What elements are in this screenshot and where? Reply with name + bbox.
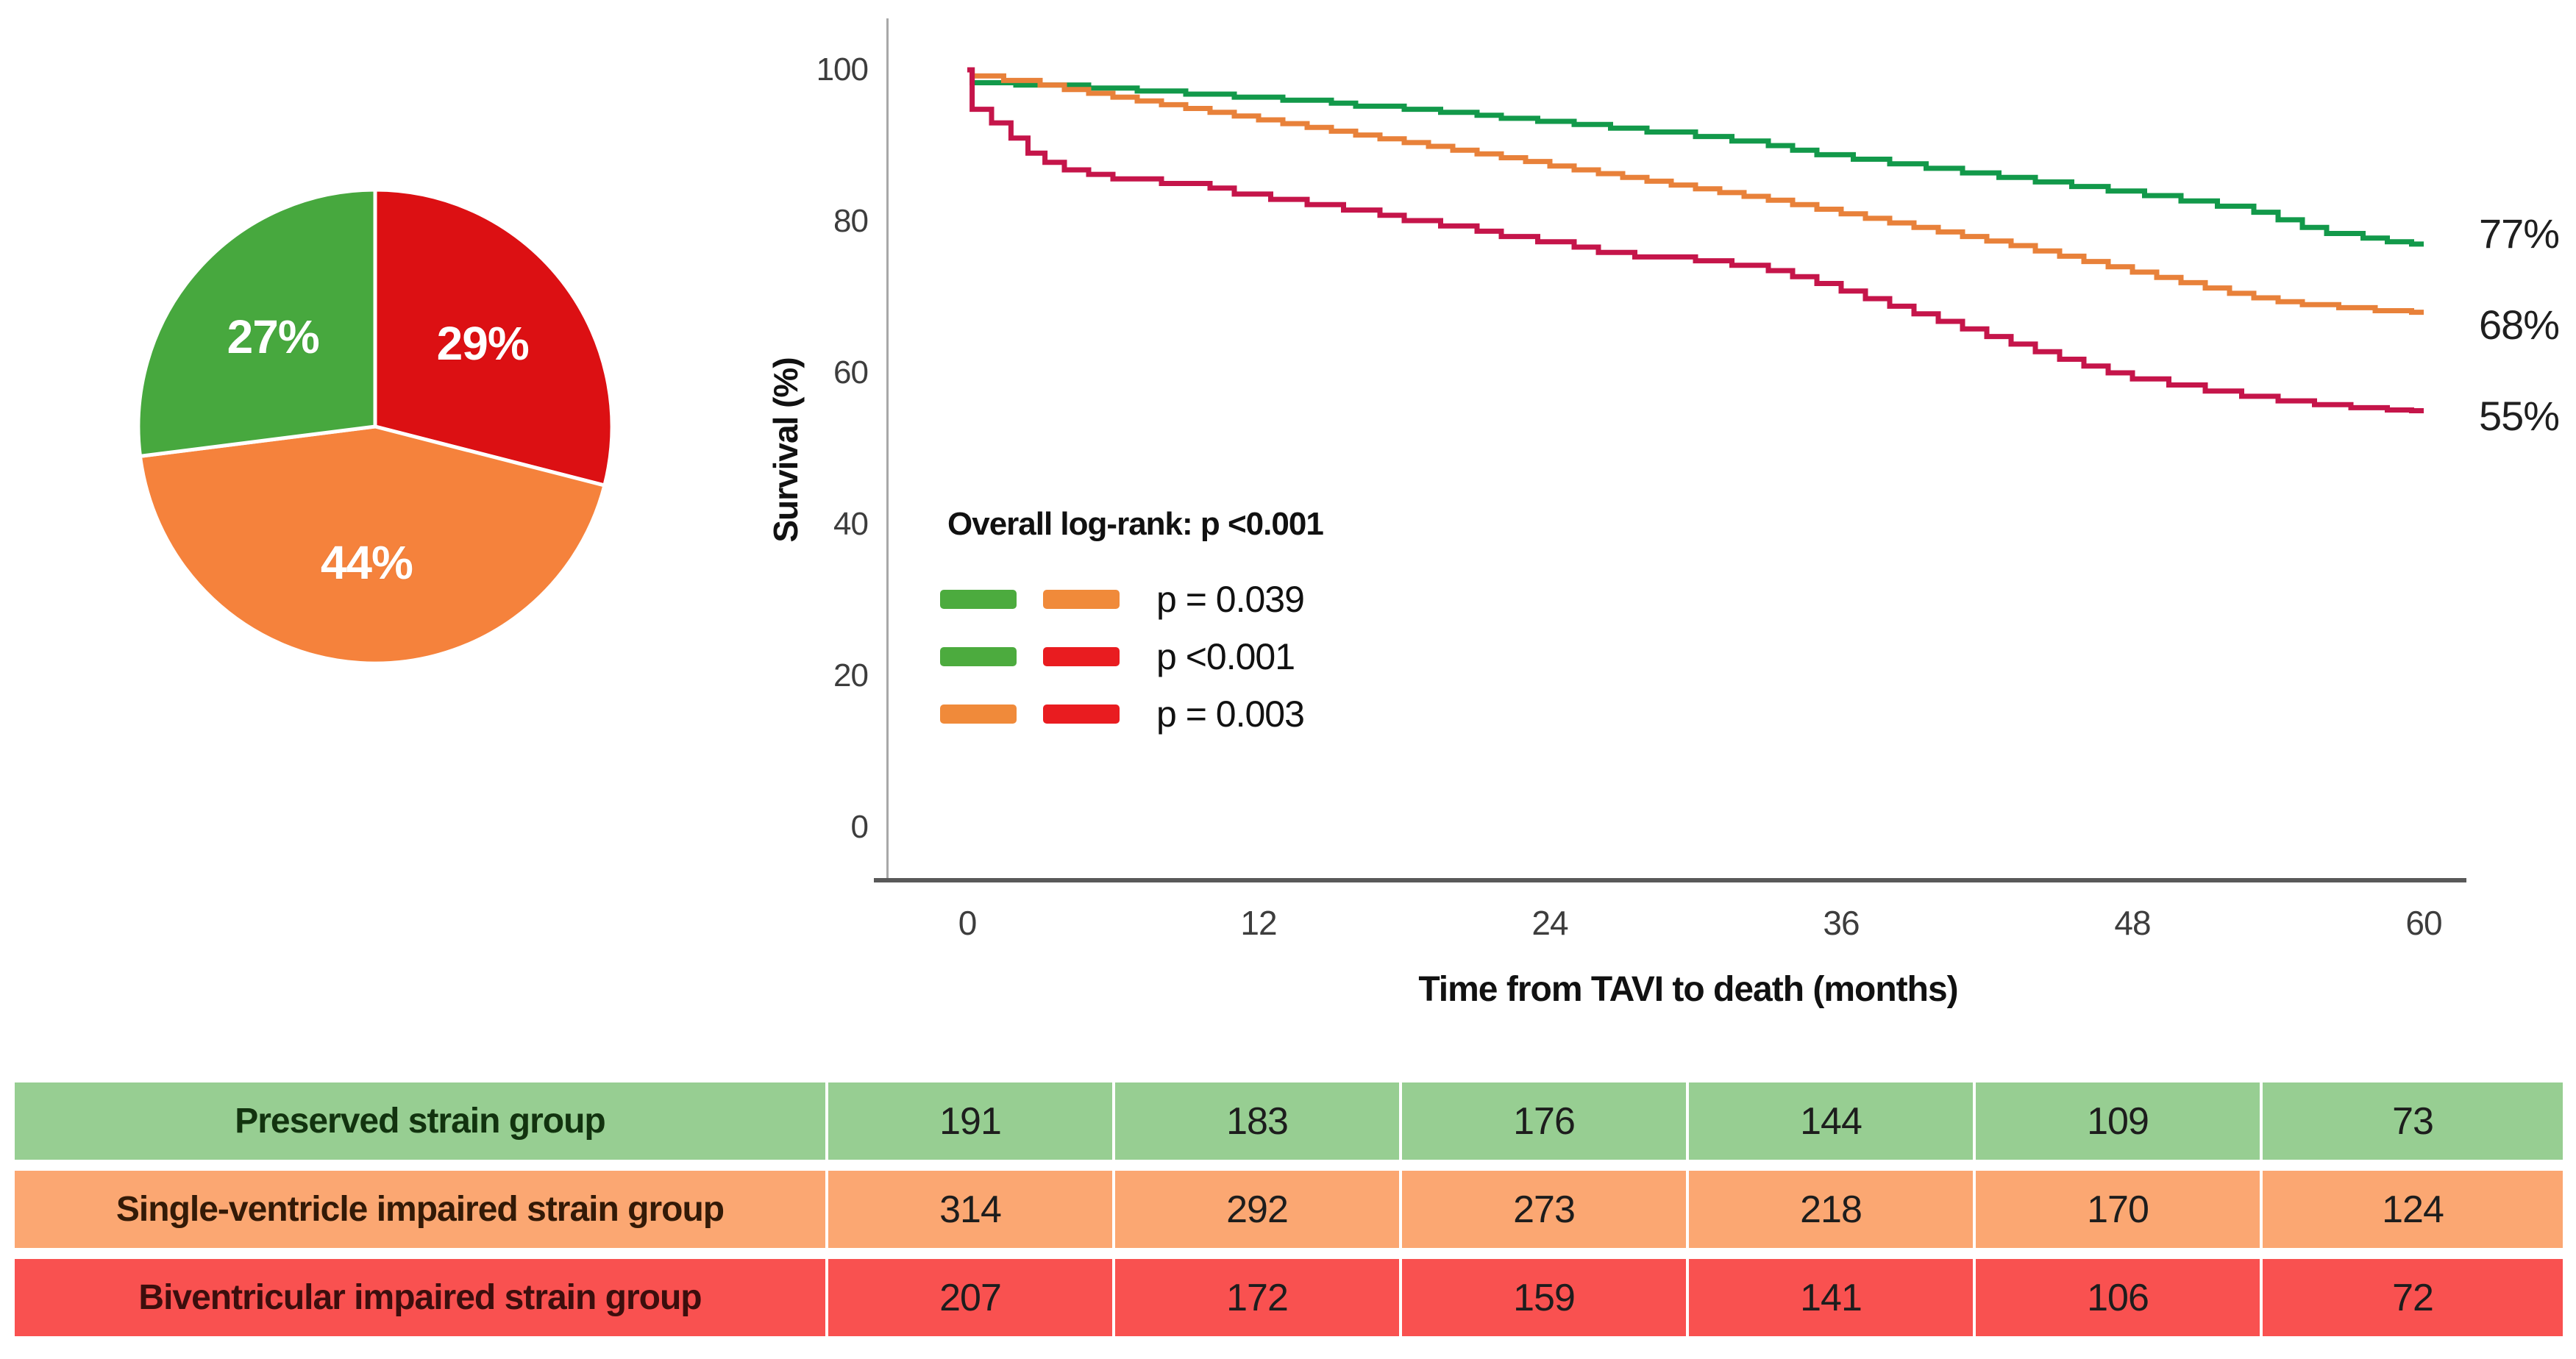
risk-count-cell: 144 <box>1689 1082 1973 1160</box>
risk-table-row: Biventricular impaired strain group 207 17… <box>15 1259 2563 1336</box>
x-tick-label: 48 <box>2114 904 2151 942</box>
risk-count-cell: 218 <box>1689 1171 1973 1248</box>
legend-entry: p = 0.003 <box>940 693 1305 735</box>
x-tick-label: 24 <box>1531 904 1568 942</box>
end-label-biventricular: 55% <box>2479 393 2560 439</box>
y-tick-label: 100 <box>816 51 869 88</box>
y-tick-label: 0 <box>850 809 869 845</box>
y-tick-label: 60 <box>833 354 869 390</box>
x-tick-label: 36 <box>1823 904 1860 942</box>
x-axis-line <box>874 878 2466 882</box>
legend-swatch-red <box>1043 705 1120 724</box>
y-tick-label: 40 <box>833 506 869 542</box>
x-tick-label: 12 <box>1240 904 1277 942</box>
y-axis-line <box>886 18 889 882</box>
risk-count-cell: 314 <box>828 1171 1112 1248</box>
pie-chart: 29% 44% 27% <box>125 176 625 677</box>
risk-row-label: Single-ventricle impaired strain group <box>15 1171 825 1248</box>
risk-count-cell: 73 <box>2263 1082 2563 1160</box>
legend-swatch-green <box>940 590 1017 609</box>
risk-count-cell: 176 <box>1402 1082 1686 1160</box>
pie-slice <box>373 188 614 488</box>
risk-count-cell: 124 <box>2263 1171 2563 1248</box>
pie-slice <box>138 424 607 666</box>
km-curve <box>967 67 2424 247</box>
risk-count-cell: 183 <box>1115 1082 1399 1160</box>
legend-swatch-orange <box>1043 590 1120 609</box>
pie-slice-label: 29% <box>436 316 530 370</box>
pie-slice <box>136 188 377 458</box>
y-axis-title: Survival (%) <box>766 357 805 543</box>
legend-swatch-green <box>940 647 1017 666</box>
risk-count-cell: 191 <box>828 1082 1112 1160</box>
risk-count-cell: 207 <box>828 1259 1112 1336</box>
risk-table-row: Single-ventricle impaired strain group 31… <box>15 1171 2563 1248</box>
x-axis-title: Time from TAVI to death (months) <box>1418 970 1958 1009</box>
legend-swatch-orange <box>940 705 1017 724</box>
y-tick-label: 20 <box>833 657 869 693</box>
risk-table: Preserved strain group 191 183 176 144 109 73 S… <box>15 1082 2563 1347</box>
legend-p-value: p <0.001 <box>1156 636 1295 677</box>
legend-entry: p <0.001 <box>940 636 1295 677</box>
legend-p-value: p = 0.039 <box>1156 579 1305 620</box>
legend-entry: p = 0.039 <box>940 579 1305 620</box>
y-tick-label: 80 <box>833 203 869 239</box>
km-curve <box>967 67 2424 413</box>
risk-row-label: Biventricular impaired strain group <box>15 1259 825 1336</box>
legend-title: Overall log-rank: p <0.001 <box>947 506 1324 542</box>
risk-count-cell: 109 <box>1976 1082 2260 1160</box>
risk-count-cell: 159 <box>1402 1259 1686 1336</box>
end-label-preserved: 77% <box>2479 210 2560 257</box>
km-curve <box>967 67 2424 315</box>
risk-table-row: Preserved strain group 191 183 176 144 109 73 <box>15 1082 2563 1160</box>
risk-count-cell: 170 <box>1976 1171 2260 1248</box>
risk-count-cell: 141 <box>1689 1259 1973 1336</box>
legend-p-value: p = 0.003 <box>1156 693 1305 735</box>
x-tick-label: 60 <box>2405 904 2442 942</box>
risk-count-cell: 172 <box>1115 1259 1399 1336</box>
pie-slice-label: 44% <box>320 535 413 589</box>
end-label-single-ventricle: 68% <box>2479 302 2560 348</box>
risk-row-label: Preserved strain group <box>15 1082 825 1160</box>
pie-svg <box>136 188 614 666</box>
legend-swatch-red <box>1043 647 1120 666</box>
risk-count-cell: 106 <box>1976 1259 2260 1336</box>
risk-count-cell: 292 <box>1115 1171 1399 1248</box>
x-tick-label: 0 <box>958 904 978 942</box>
risk-count-cell: 273 <box>1402 1171 1686 1248</box>
risk-count-cell: 72 <box>2263 1259 2563 1336</box>
km-curves-svg <box>967 67 2424 413</box>
pie-slice-label: 27% <box>227 310 320 363</box>
